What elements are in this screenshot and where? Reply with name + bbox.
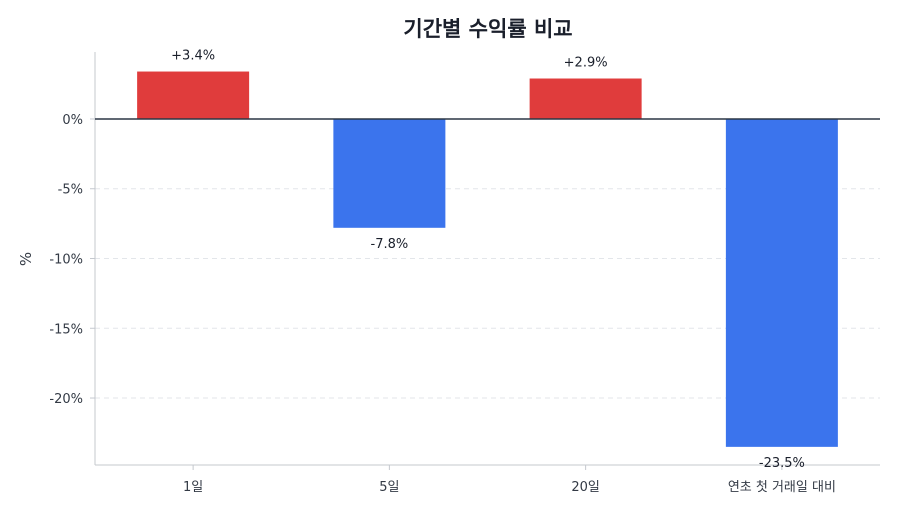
data-label: +2.9%	[564, 56, 608, 71]
data-label: -7.8%	[371, 237, 409, 252]
chart-title: 기간별 수익률 비교	[403, 17, 572, 41]
data-label: -23.5%	[759, 456, 805, 471]
x-tick-label: 5일	[379, 480, 399, 495]
x-tick-label: 20일	[571, 480, 600, 495]
bar	[333, 118, 446, 228]
grid-layer	[95, 188, 880, 399]
y-tick-label: -20%	[49, 392, 83, 407]
y-tick-label: -10%	[49, 253, 83, 268]
bar	[529, 78, 642, 119]
bar-layer	[137, 71, 838, 447]
y-tick-label: -15%	[49, 322, 83, 337]
bar	[725, 118, 838, 447]
axis-layer: 0% -5% -10% -15% -20% 1일 5일 20일 연초 첫 거래일 대비	[49, 52, 880, 495]
y-tick-label: -5%	[58, 183, 83, 198]
y-tick-label: 0%	[62, 113, 83, 128]
data-label: +3.4%	[171, 49, 215, 64]
y-axis-label: %	[17, 252, 35, 266]
bar	[137, 71, 250, 119]
x-tick-label: 1일	[183, 480, 203, 495]
label-layer: +3.4% -7.8% +2.9% -23.5%	[95, 49, 880, 471]
x-tick-label: 연초 첫 거래일 대비	[728, 480, 836, 495]
